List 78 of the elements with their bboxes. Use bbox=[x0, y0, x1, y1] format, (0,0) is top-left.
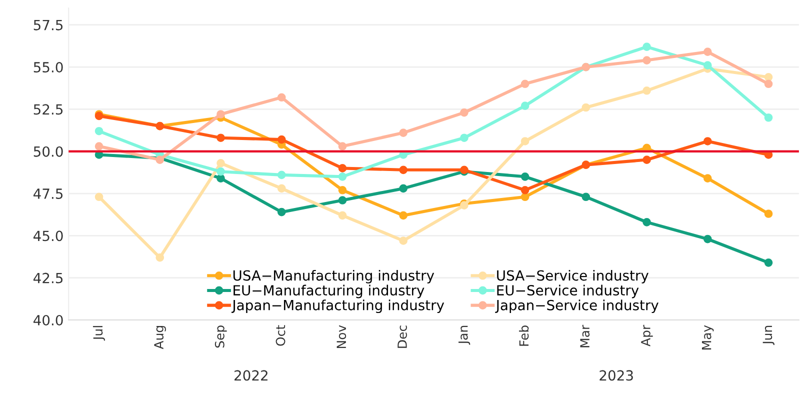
point bbox=[642, 218, 651, 226]
point bbox=[642, 42, 651, 51]
x-tick-label: Jun bbox=[762, 326, 774, 346]
legend-label: USA−Manufacturing industry bbox=[233, 270, 434, 284]
point bbox=[216, 174, 225, 182]
x-tick-label: Jul bbox=[92, 326, 105, 341]
y-tick-label: 57.5 bbox=[34, 20, 63, 30]
point bbox=[216, 110, 225, 118]
point bbox=[764, 80, 773, 88]
point bbox=[703, 137, 712, 146]
point bbox=[520, 172, 530, 181]
point bbox=[703, 48, 712, 56]
point bbox=[216, 167, 225, 176]
point bbox=[277, 135, 286, 144]
point bbox=[338, 211, 347, 220]
point bbox=[703, 174, 712, 182]
point bbox=[156, 253, 164, 262]
x-tick-label: Apr bbox=[641, 324, 653, 346]
point bbox=[582, 192, 590, 202]
y-tick-label: 45.0 bbox=[33, 230, 63, 242]
legend-label: EU−Service industry bbox=[497, 284, 639, 298]
point bbox=[338, 142, 347, 150]
point bbox=[277, 93, 286, 102]
point bbox=[338, 186, 347, 194]
point bbox=[216, 134, 225, 142]
x-tick-label: Dec bbox=[398, 326, 407, 348]
point bbox=[338, 196, 347, 204]
point bbox=[764, 72, 773, 82]
point bbox=[277, 170, 286, 180]
point bbox=[703, 61, 712, 70]
point bbox=[520, 186, 530, 194]
legend-label: EU−Manufacturing industry bbox=[234, 284, 424, 298]
x-tick-label: Jan bbox=[458, 326, 470, 345]
y-tick-label: 47.5 bbox=[33, 188, 63, 199]
point bbox=[642, 56, 651, 64]
text: 2023 bbox=[600, 370, 633, 381]
point bbox=[399, 128, 408, 137]
point bbox=[94, 142, 104, 150]
y-tick-label: 40.0 bbox=[33, 314, 63, 326]
point bbox=[460, 108, 468, 117]
point bbox=[764, 113, 773, 122]
point bbox=[642, 156, 651, 164]
point bbox=[399, 184, 408, 193]
point bbox=[338, 172, 347, 181]
point bbox=[94, 192, 104, 202]
x-tick-label: May bbox=[702, 325, 714, 350]
point bbox=[94, 126, 104, 136]
x-tick-label: Oct bbox=[276, 325, 286, 346]
point bbox=[764, 258, 773, 267]
x-tick-label: Nov bbox=[336, 325, 346, 348]
point bbox=[520, 192, 530, 202]
point bbox=[277, 184, 286, 193]
legend-label: Japan−Service industry bbox=[495, 300, 658, 314]
point bbox=[460, 134, 468, 142]
point bbox=[520, 102, 530, 110]
x-tick-label: Sep bbox=[214, 326, 227, 348]
x-tick-label: Feb bbox=[519, 326, 529, 346]
point bbox=[582, 103, 590, 112]
point bbox=[520, 137, 530, 146]
point bbox=[764, 210, 773, 218]
point bbox=[520, 80, 530, 88]
point bbox=[399, 236, 408, 245]
x-tick-label: Mar bbox=[580, 324, 590, 348]
y-tick-label: 50.0 bbox=[34, 146, 63, 157]
text: 2022 bbox=[234, 370, 268, 381]
legend-label: USA−Service industry bbox=[497, 270, 648, 284]
point bbox=[399, 166, 408, 174]
x-tick-label: Aug bbox=[154, 326, 166, 350]
y-tick-label: 55.0 bbox=[34, 62, 63, 72]
point bbox=[642, 86, 651, 95]
legend-label: Japan−Manufacturing industry bbox=[232, 300, 444, 314]
point bbox=[216, 158, 225, 168]
y-tick-label: 52.5 bbox=[34, 104, 63, 115]
y-tick-label: 42.5 bbox=[33, 272, 63, 284]
point bbox=[399, 211, 408, 220]
point bbox=[703, 234, 712, 244]
point bbox=[338, 164, 347, 172]
point bbox=[277, 208, 286, 216]
